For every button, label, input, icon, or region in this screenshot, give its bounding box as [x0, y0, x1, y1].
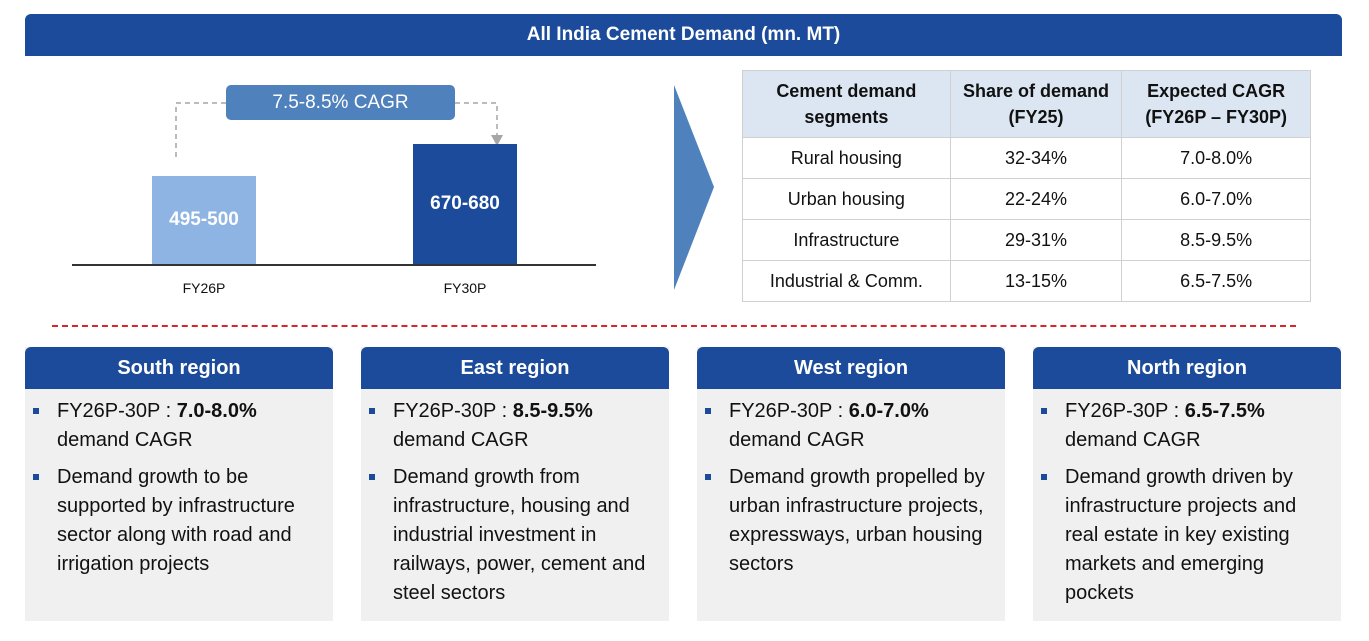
table-cell: 6.0-7.0% — [1121, 178, 1311, 220]
table-cell: 29-31% — [949, 219, 1123, 261]
table-row: Urban housing 22-24% 6.0-7.0% — [742, 178, 1311, 220]
data-label: 670-680 — [430, 193, 500, 215]
table-cell: Infrastructure — [742, 219, 951, 261]
bullet-cagr: FY26P-30P : 6.0-7.0% demand CAGR — [705, 397, 999, 455]
bullet-desc: Demand growth propelled by urban infrast… — [705, 463, 999, 579]
cagr-prefix: FY26P-30P : — [393, 400, 513, 422]
region-card-south: South region FY26P-30P : 7.0-8.0% demand … — [25, 347, 333, 621]
cagr-value: 6.0-7.0% — [848, 400, 929, 422]
cagr-value: 8.5-9.5% — [512, 400, 593, 422]
x-tick-label: FY26P — [182, 280, 226, 296]
region-card-north: North region FY26P-30P : 6.5-7.5% demand … — [1033, 347, 1341, 621]
table-cell: Rural housing — [742, 137, 951, 179]
cagr-prefix: FY26P-30P : — [729, 400, 849, 422]
bar-fy30p: 670-680 — [413, 144, 517, 264]
column-header: Cement demand segments — [742, 70, 951, 138]
dashed-connector — [175, 102, 498, 157]
region-title: East region — [361, 347, 669, 389]
region-title: South region — [25, 347, 333, 389]
bar-fy26p: 495-500 — [152, 175, 256, 264]
cagr-value: 7.0-8.0% — [176, 400, 257, 422]
table-cell: 6.5-7.5% — [1121, 260, 1311, 302]
bullet-desc: Demand growth driven by infrastructure p… — [1041, 463, 1335, 608]
bullet-cagr: FY26P-30P : 8.5-9.5% demand CAGR — [369, 397, 663, 455]
table-header-row: Cement demand segments Share of demand (… — [742, 70, 1311, 138]
table-row: Industrial & Comm. 13-15% 6.5-7.5% — [742, 260, 1311, 302]
table-cell: 32-34% — [949, 137, 1123, 179]
region-title: West region — [697, 347, 1005, 389]
x-tick-label: FY30P — [443, 280, 487, 296]
cagr-suffix: demand CAGR — [1065, 429, 1201, 451]
table-cell: 13-15% — [949, 260, 1123, 302]
segments-table: Cement demand segments Share of demand (… — [742, 70, 1311, 302]
bullet-desc: Demand growth to be supported by infrast… — [33, 463, 327, 579]
cagr-annotation: 7.5-8.5% CAGR — [226, 85, 455, 120]
arrow-down-icon — [491, 135, 503, 146]
table-cell: 22-24% — [949, 178, 1123, 220]
table-cell: 8.5-9.5% — [1121, 219, 1311, 261]
x-axis — [72, 264, 596, 266]
region-card-east: East region FY26P-30P : 8.5-9.5% demand C… — [361, 347, 669, 621]
bullet-desc: Demand growth from infrastructure, housi… — [369, 463, 663, 608]
cagr-connector — [175, 85, 714, 290]
table-row: Infrastructure 29-31% 8.5-9.5% — [742, 219, 1311, 261]
cagr-suffix: demand CAGR — [57, 429, 193, 451]
region-title: North region — [1033, 347, 1341, 389]
column-header: Expected CAGR (FY26P – FY30P) — [1121, 70, 1311, 138]
cagr-prefix: FY26P-30P : — [57, 400, 177, 422]
bullet-cagr: FY26P-30P : 6.5-7.5% demand CAGR — [1041, 397, 1335, 455]
table-cell: Industrial & Comm. — [742, 260, 951, 302]
chevron-right-icon — [674, 85, 714, 290]
cagr-suffix: demand CAGR — [729, 429, 865, 451]
divider — [52, 325, 1296, 327]
table-cell: Urban housing — [742, 178, 951, 220]
cagr-suffix: demand CAGR — [393, 429, 529, 451]
column-header: Share of demand (FY25) — [949, 70, 1123, 138]
region-card-west: West region FY26P-30P : 6.0-7.0% demand C… — [697, 347, 1005, 621]
page-title: All India Cement Demand (mn. MT) — [25, 14, 1342, 56]
bullet-cagr: FY26P-30P : 7.0-8.0% demand CAGR — [33, 397, 327, 455]
data-label: 495-500 — [169, 208, 239, 230]
cagr-value: 6.5-7.5% — [1184, 400, 1265, 422]
table-cell: 7.0-8.0% — [1121, 137, 1311, 179]
table-row: Rural housing 32-34% 7.0-8.0% — [742, 137, 1311, 179]
cagr-prefix: FY26P-30P : — [1065, 400, 1185, 422]
